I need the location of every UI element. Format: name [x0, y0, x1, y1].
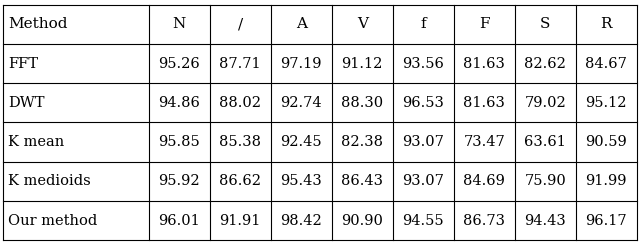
Text: 84.67: 84.67 — [586, 57, 627, 71]
Text: 95.12: 95.12 — [586, 96, 627, 110]
Text: Our method: Our method — [8, 213, 97, 228]
Text: FFT: FFT — [8, 57, 38, 71]
Text: 91.12: 91.12 — [342, 57, 383, 71]
Text: 94.55: 94.55 — [403, 213, 444, 228]
Text: 75.90: 75.90 — [524, 174, 566, 188]
Text: 93.56: 93.56 — [403, 57, 444, 71]
Text: 81.63: 81.63 — [463, 57, 505, 71]
Text: Method: Method — [8, 17, 68, 32]
Text: 88.30: 88.30 — [341, 96, 383, 110]
Text: A: A — [296, 17, 307, 32]
Text: f: f — [420, 17, 426, 32]
Text: 88.02: 88.02 — [220, 96, 261, 110]
Text: K mean: K mean — [8, 135, 65, 149]
Text: 93.07: 93.07 — [403, 135, 444, 149]
Text: 90.59: 90.59 — [586, 135, 627, 149]
Text: 82.62: 82.62 — [524, 57, 566, 71]
Text: 97.19: 97.19 — [280, 57, 322, 71]
Text: R: R — [600, 17, 612, 32]
Text: 81.63: 81.63 — [463, 96, 505, 110]
Text: 95.92: 95.92 — [158, 174, 200, 188]
Text: 87.71: 87.71 — [220, 57, 261, 71]
Text: 92.45: 92.45 — [280, 135, 322, 149]
Text: N: N — [173, 17, 186, 32]
Text: 84.69: 84.69 — [463, 174, 505, 188]
Text: 63.61: 63.61 — [524, 135, 566, 149]
Text: 91.99: 91.99 — [586, 174, 627, 188]
Text: 86.43: 86.43 — [341, 174, 383, 188]
Text: 73.47: 73.47 — [463, 135, 505, 149]
Text: 98.42: 98.42 — [280, 213, 322, 228]
Text: 94.43: 94.43 — [524, 213, 566, 228]
Text: 96.17: 96.17 — [586, 213, 627, 228]
Text: 95.26: 95.26 — [158, 57, 200, 71]
Text: DWT: DWT — [8, 96, 45, 110]
Text: 93.07: 93.07 — [403, 174, 444, 188]
Text: 92.74: 92.74 — [280, 96, 322, 110]
Text: 95.85: 95.85 — [158, 135, 200, 149]
Text: V: V — [356, 17, 368, 32]
Text: 86.73: 86.73 — [463, 213, 505, 228]
Text: /: / — [237, 17, 243, 32]
Text: K medioids: K medioids — [8, 174, 91, 188]
Text: 90.90: 90.90 — [341, 213, 383, 228]
Text: 95.43: 95.43 — [280, 174, 322, 188]
Text: 86.62: 86.62 — [220, 174, 261, 188]
Text: 91.91: 91.91 — [220, 213, 261, 228]
Text: 96.53: 96.53 — [403, 96, 444, 110]
Text: S: S — [540, 17, 550, 32]
Text: 94.86: 94.86 — [158, 96, 200, 110]
Text: 96.01: 96.01 — [158, 213, 200, 228]
Text: 79.02: 79.02 — [524, 96, 566, 110]
Text: 82.38: 82.38 — [341, 135, 383, 149]
Text: 85.38: 85.38 — [220, 135, 261, 149]
Text: F: F — [479, 17, 490, 32]
